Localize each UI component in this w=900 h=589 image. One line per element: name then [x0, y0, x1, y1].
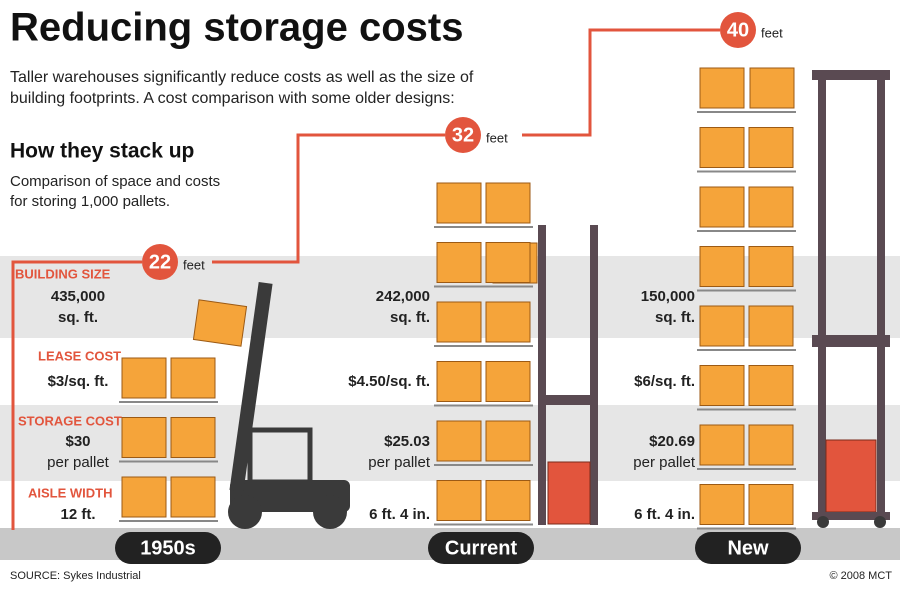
value: per pallet	[47, 454, 110, 471]
value: 6 ft. 4 in.	[634, 506, 695, 523]
height-value: 40	[727, 19, 749, 41]
value: sq. ft.	[655, 309, 695, 326]
section-subtitle: for storing 1,000 pallets.	[10, 193, 170, 210]
pallet	[485, 301, 531, 343]
pallet	[699, 67, 745, 109]
pallet	[699, 246, 745, 287]
section-title: How they stack up	[10, 140, 194, 163]
pallet	[748, 365, 794, 406]
height-line	[11, 260, 142, 530]
row-label: BUILDING SIZE	[15, 266, 111, 281]
height-value: 32	[452, 124, 474, 146]
title: Reducing storage costs	[10, 6, 463, 50]
value: $3/sq. ft.	[48, 373, 109, 390]
section-subtitle: Comparison of space and costs	[10, 173, 220, 190]
pallet	[748, 484, 794, 525]
value: sq. ft.	[390, 309, 430, 326]
row-label: AISLE WIDTH	[28, 485, 113, 500]
height-unit: feet	[761, 25, 783, 40]
pallet	[170, 417, 216, 458]
pallet	[485, 420, 531, 462]
era-name: New	[727, 537, 769, 559]
row-label: STORAGE COST	[18, 413, 122, 428]
pallet	[699, 127, 745, 168]
pallet	[699, 305, 745, 347]
intro: building footprints. A cost comparison w…	[10, 90, 455, 107]
pallet	[485, 361, 531, 402]
value: per pallet	[633, 454, 696, 471]
value: $30	[65, 433, 90, 450]
pallet	[485, 242, 531, 283]
pallet	[699, 484, 745, 525]
pallet	[699, 424, 745, 466]
pallet	[170, 476, 216, 518]
height-badge	[720, 12, 756, 48]
height-badge	[445, 117, 481, 153]
pallet	[436, 182, 482, 224]
pallet	[436, 242, 482, 283]
credit: © 2008 MCT	[829, 570, 892, 582]
pallet	[748, 305, 794, 347]
value: $6/sq. ft.	[634, 373, 695, 390]
height-line	[522, 28, 720, 137]
value: $25.03	[384, 433, 430, 450]
height-line	[212, 133, 445, 264]
era-name: Current	[445, 537, 518, 559]
pallet	[436, 361, 482, 402]
value: 12 ft.	[60, 506, 95, 523]
pallet	[485, 480, 531, 521]
pallet	[121, 417, 167, 458]
pallet	[436, 301, 482, 343]
row-label: LEASE COST	[38, 348, 121, 363]
era-pill	[428, 532, 534, 564]
value: 6 ft. 4 in.	[369, 506, 430, 523]
pallet	[748, 186, 794, 228]
era-pill	[695, 532, 801, 564]
era-name: 1950s	[140, 537, 196, 559]
pallet	[436, 420, 482, 462]
pallet	[121, 476, 167, 518]
value: $4.50/sq. ft.	[348, 373, 430, 390]
value: 242,000	[376, 288, 430, 305]
pallet	[748, 127, 794, 168]
value: 435,000	[51, 288, 105, 305]
height-unit: feet	[183, 257, 205, 272]
height-value: 22	[149, 251, 171, 273]
value: $20.69	[649, 433, 695, 450]
pallet	[436, 480, 482, 521]
source: SOURCE: Sykes Industrial	[10, 570, 141, 582]
intro: Taller warehouses significantly reduce c…	[10, 69, 474, 86]
artwork	[119, 67, 890, 530]
era-pill	[115, 532, 221, 564]
height-badge	[142, 244, 178, 280]
pallet	[748, 424, 794, 466]
pallet	[699, 186, 745, 228]
value: per pallet	[368, 454, 431, 471]
pallet	[485, 182, 531, 224]
value: sq. ft.	[58, 309, 98, 326]
height-unit: feet	[486, 130, 508, 145]
pallet	[699, 365, 745, 406]
pallet	[748, 246, 794, 287]
pallet	[170, 357, 216, 399]
value: 150,000	[641, 288, 695, 305]
pallet	[121, 357, 167, 399]
